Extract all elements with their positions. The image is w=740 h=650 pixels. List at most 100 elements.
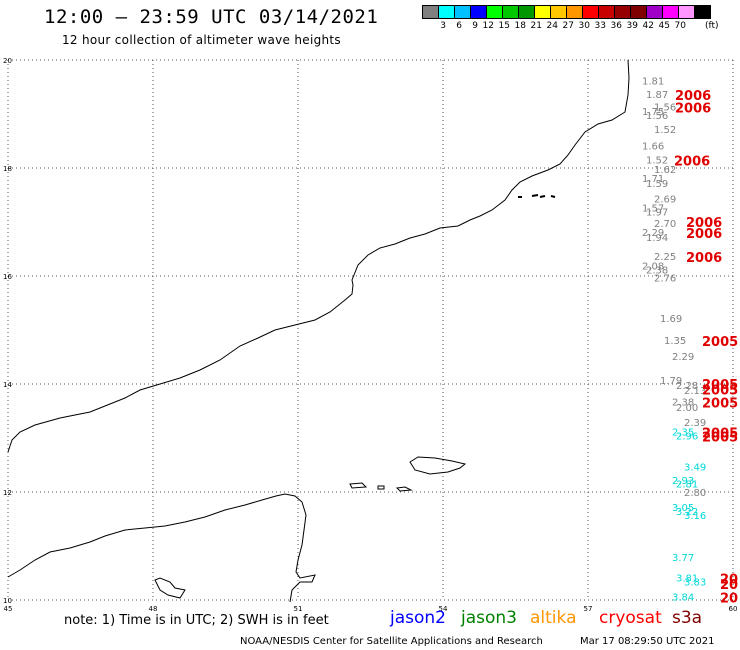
wave-height-value: 3.49	[684, 463, 706, 474]
wave-height-value: 3.16	[684, 511, 706, 522]
wave-height-value: 2.13	[684, 386, 706, 397]
wave-height-value: 2.81	[676, 479, 698, 490]
wave-height-value: 2.29	[672, 352, 694, 363]
wave-height-colorbar	[422, 5, 711, 19]
latitude-label: 18	[3, 165, 12, 173]
footer-timestamp: Mar 17 08:29:50 UTC 2021	[580, 636, 715, 647]
colorbar-tick-label: 18	[514, 21, 526, 31]
wave-height-value: 1.59	[646, 179, 668, 190]
latitude-label: 14	[3, 381, 12, 389]
wave-height-value: 2.28	[676, 381, 698, 392]
cryosat-label: 2005	[702, 430, 738, 445]
wave-height-value: 1.97	[646, 207, 668, 218]
legend-altika: altika	[530, 608, 577, 628]
wave-height-value: 1.52	[654, 125, 676, 136]
wave-height-value: 1.79	[660, 376, 682, 387]
wave-height-value: 1.56	[646, 111, 668, 122]
colorbar-tick-label: 9	[472, 21, 478, 31]
cryosat-label: 2006	[674, 154, 710, 169]
wave-height-value: 1.35	[664, 336, 686, 347]
cryosat-label: 2006	[686, 251, 722, 266]
cryosat-label: 2006	[675, 102, 711, 117]
wave-height-value: 3.77	[672, 553, 694, 564]
cryosat-label: 20	[720, 578, 738, 593]
colorbar-tick-label: 42	[642, 21, 654, 31]
cryosat-label: 2005	[702, 335, 738, 350]
lat-lon-grid	[7, 59, 734, 601]
cryosat-label: 2005	[702, 427, 738, 442]
colorbar-tick-label: 45	[658, 21, 670, 31]
colorbar-tick-label: 27	[562, 21, 574, 31]
wave-height-value: 1.69	[660, 314, 682, 325]
wave-height-value: 1.52	[646, 155, 668, 166]
wave-height-value: 2.39	[684, 418, 706, 429]
colorbar-tick-label: 3	[440, 21, 446, 31]
wave-height-value: 3.22	[676, 507, 698, 518]
wave-height-value: 3.84	[672, 592, 694, 603]
longitude-label: 48	[149, 605, 158, 613]
longitude-label: 57	[584, 605, 593, 613]
colorbar-tick-label: 39	[626, 21, 638, 31]
map-title: 12:00 – 23:59 UTC 03/14/2021	[44, 6, 379, 28]
cryosat-label: 2005	[702, 383, 738, 398]
colorbar-tick-label: 12	[482, 21, 494, 31]
colorbar-tick-label: 6	[456, 21, 462, 31]
colorbar-tick-label: 33	[594, 21, 606, 31]
colorbar-unit: (ft)	[705, 21, 719, 31]
wave-height-value: 3.81	[676, 573, 698, 584]
latitude-label: 10	[3, 597, 12, 605]
cryosat-label: 20	[720, 572, 738, 587]
wave-height-value: 1.57	[642, 204, 664, 215]
wave-height-value: 1.71	[642, 174, 664, 185]
colorbar-tick-label: 24	[546, 21, 558, 31]
cryosat-track-labels: 2006200620062006200620062005200520052005…	[674, 89, 738, 606]
wave-height-value: 1.56	[654, 103, 676, 114]
wave-height-value: 1.81	[642, 77, 664, 88]
cryosat-label: 20	[720, 591, 738, 606]
note-text: note: 1) Time is in UTC; 2) SWH is in fe…	[64, 613, 329, 628]
cryosat-label: 2005	[702, 378, 738, 393]
wave-height-value: 1.75	[642, 107, 664, 118]
altimeter-observations: 1.811.871.561.751.561.521.661.521.621.71…	[642, 77, 706, 604]
legend-jason3: jason3	[461, 608, 517, 628]
wave-height-value: 2.25	[654, 252, 676, 263]
cryosat-label: 2006	[686, 227, 722, 242]
cryosat-label: 2006	[686, 216, 722, 231]
colorbar-tick-label: 30	[578, 21, 590, 31]
wave-height-value: 2.00	[676, 403, 698, 414]
longitude-label: 51	[294, 605, 303, 613]
map-subtitle: 12 hour collection of altimeter wave hei…	[62, 33, 341, 47]
colorbar-tick-label: 21	[530, 21, 542, 31]
kuria-muria-islands	[518, 194, 556, 198]
arabian-coastline	[7, 59, 630, 453]
wave-height-value: 1.66	[642, 141, 664, 152]
longitude-label: 54	[439, 605, 448, 613]
wave-height-value: 2.69	[654, 194, 676, 205]
somalia-coastline	[7, 493, 316, 603]
wave-height-value: 2.96	[676, 431, 698, 442]
wave-height-value: 2.29	[642, 228, 664, 239]
colorbar-tick-labels: 3 6 9 12 15 18 21 24 27 30 33 36 39 42 45 70	[422, 21, 686, 31]
wave-height-value: 2.93	[672, 476, 694, 487]
shoreline-detail	[154, 577, 186, 599]
wave-height-value: 2.80	[684, 488, 706, 499]
legend-jason2: jason2	[390, 608, 446, 628]
legend-s3a: s3a	[672, 608, 703, 628]
latitude-label: 20	[3, 57, 12, 65]
wave-height-value: 1.87	[646, 90, 668, 101]
small-island	[395, 486, 413, 492]
wave-height-value: 1.62	[654, 165, 676, 176]
colorbar-tick-label: 15	[498, 21, 510, 31]
small-island	[377, 485, 385, 490]
cryosat-label: 2006	[675, 89, 711, 104]
longitude-label: 45	[4, 605, 13, 613]
footer-credit: NOAA/NESDIS Center for Satellite Applica…	[240, 636, 543, 647]
colorbar-swatch	[694, 5, 711, 19]
wave-height-value: 2.76	[654, 274, 676, 285]
colorbar-tick-label: 36	[610, 21, 622, 31]
wave-height-value: 2.08	[642, 261, 664, 272]
colorbar-tick-label: 70	[674, 21, 686, 31]
longitude-label: 60	[729, 605, 738, 613]
